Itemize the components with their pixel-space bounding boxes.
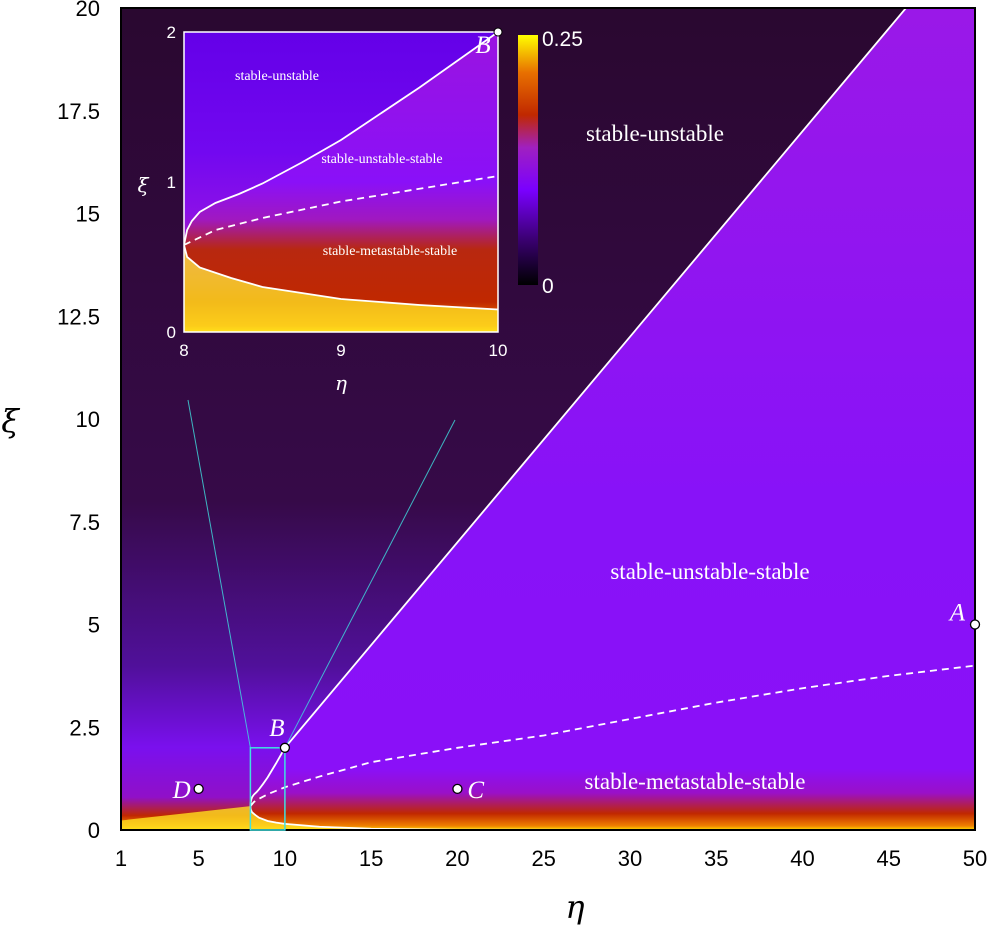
- point-A-marker: [969, 619, 981, 630]
- y-tick-label: 12.5: [57, 304, 100, 329]
- inset-y-tick-label: 0: [167, 323, 176, 342]
- inset-y-tick-label: 1: [167, 173, 176, 192]
- inset-region-label-bottom: stable-metastable-stable: [323, 244, 458, 259]
- inset-region-label-top: stable-unstable: [235, 69, 319, 84]
- inset-x-axis-label: η: [335, 371, 347, 395]
- point-C-marker: [452, 783, 463, 795]
- y-tick-label: 10: [76, 407, 100, 432]
- inset-heatmap-panel: 8 9 10 0 1 2 η ξ stable-unstable stable-unstable-…: [137, 23, 508, 395]
- inset-x-tick-label: 9: [336, 341, 345, 360]
- x-tick-label: 35: [704, 846, 728, 871]
- zoom-connector-left: [187, 399, 251, 748]
- y-tick-label: 15: [76, 202, 100, 227]
- region-label-stable-unstable-stable: stable-unstable-stable: [610, 559, 809, 584]
- inset-point-B-marker: [493, 27, 503, 37]
- zoom-connector-lines: [187, 399, 456, 749]
- region-label-stable-unstable: stable-unstable: [586, 121, 724, 146]
- point-B-marker: [279, 742, 291, 753]
- y-tick-label: 17.5: [57, 99, 100, 124]
- x-tick-label: 30: [618, 846, 642, 871]
- inset-y-tick-label: 2: [167, 23, 176, 42]
- zoom-connector-right: [284, 419, 456, 749]
- x-tick-label: 1: [115, 846, 127, 871]
- heatmap-hot-band: [121, 806, 975, 830]
- point-D-marker: [193, 783, 204, 795]
- colorbar-max-label: 0.25: [542, 28, 583, 51]
- x-tick-label: 20: [445, 846, 469, 871]
- x-tick-label: 50: [963, 846, 987, 871]
- point-B-label: B: [269, 715, 284, 742]
- heatmap-layer: [121, 8, 975, 830]
- inset-point-B-label: B: [475, 32, 490, 59]
- colorbar-bar: [518, 35, 538, 285]
- metastable-boundary-dashed-line: [184, 175, 498, 246]
- y-tick-label: 5: [88, 613, 100, 638]
- colorbar-min-label: 0: [542, 275, 554, 298]
- heatmap-hot-band: [184, 245, 498, 332]
- region-label-stable-metastable-stable: stable-metastable-stable: [585, 769, 806, 794]
- colorbar: 0.25 0: [518, 28, 583, 298]
- x-tick-label: 15: [359, 846, 383, 871]
- point-C-label: C: [467, 777, 484, 804]
- inset-region-label-middle: stable-unstable-stable: [321, 152, 442, 167]
- inset-x-tick-label: 8: [179, 341, 188, 360]
- y-tick-label: 7.5: [69, 510, 100, 535]
- x-tick-label: 25: [531, 846, 555, 871]
- y-tick-label: 0: [88, 818, 100, 843]
- y-axis-label: ξ: [1, 402, 20, 440]
- x-tick-label: 45: [876, 846, 900, 871]
- heatmap-wedge-region: [184, 32, 498, 310]
- x-tick-label: 10: [273, 846, 297, 871]
- x-tick-label: 40: [790, 846, 814, 871]
- point-A-label: A: [948, 600, 966, 627]
- y-tick-label: 2.5: [69, 715, 100, 740]
- heatmap-wedge-region: [250, 8, 975, 830]
- inset-y-axis-label: ξ: [137, 173, 149, 197]
- main-axes: stable-unstable stable-unstable-stable sta…: [1, 0, 987, 926]
- x-tick-label: 5: [193, 846, 205, 871]
- zoom-region-box: [249, 747, 286, 831]
- heatmap-layer: [184, 32, 498, 332]
- lower-boundary-line: [249, 806, 975, 830]
- metastable-boundary-dashed-line: [249, 664, 975, 807]
- y-tick-label: 20: [76, 0, 100, 21]
- inset-x-tick-label: 10: [489, 341, 508, 360]
- lower-boundary-line: [184, 244, 498, 311]
- point-D-label: D: [172, 777, 191, 804]
- main-heatmap-panel: [120, 7, 976, 831]
- inset-frame: [183, 31, 499, 333]
- plot-frame: [120, 7, 976, 831]
- x-axis-label: η: [565, 888, 584, 926]
- upper-boundary-line: [184, 32, 498, 246]
